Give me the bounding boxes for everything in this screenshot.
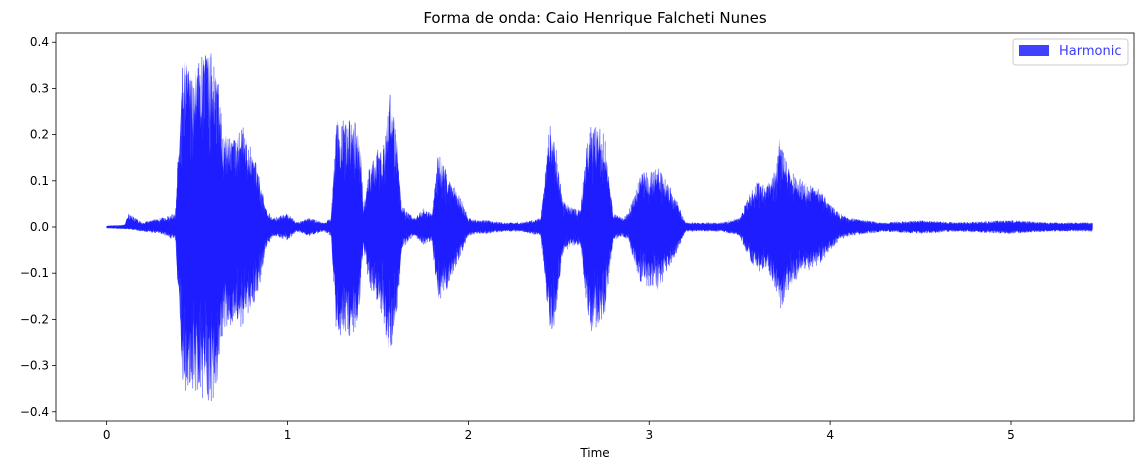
x-axis-title: Time (579, 446, 609, 460)
x-tick-label: 3 (645, 428, 653, 442)
legend: Harmonic (1012, 38, 1129, 66)
y-tick-label: −0.2 (20, 312, 49, 326)
x-tick-label: 0 (103, 428, 111, 442)
x-tick-label: 4 (826, 428, 834, 442)
x-tick-label: 2 (465, 428, 473, 442)
waveform-series (106, 52, 1093, 401)
y-tick-label: −0.1 (20, 266, 49, 280)
legend-swatch (1019, 45, 1049, 56)
plot-area: 0 1 2 3 4 5 −0.4 −0.3 −0.2 −0.1 0.0 0.1 0.2 0.3 0.4 (20, 32, 1135, 442)
waveform-strokes (106, 55, 1093, 401)
y-tick-label: 0.4 (30, 35, 49, 49)
y-tick-label: 0.2 (30, 128, 49, 142)
y-tick-label: 0.0 (30, 220, 49, 234)
chart-title: Forma de onda: Caio Henrique Falcheti Nu… (423, 9, 767, 27)
y-tick-label: 0.3 (30, 81, 49, 95)
y-tick-label: −0.4 (20, 405, 49, 419)
legend-label: Harmonic (1059, 44, 1121, 59)
y-tick-label: −0.3 (20, 359, 49, 373)
x-tick-label: 5 (1007, 428, 1015, 442)
x-tick-label: 1 (284, 428, 292, 442)
y-tick-label: 0.1 (30, 174, 49, 188)
